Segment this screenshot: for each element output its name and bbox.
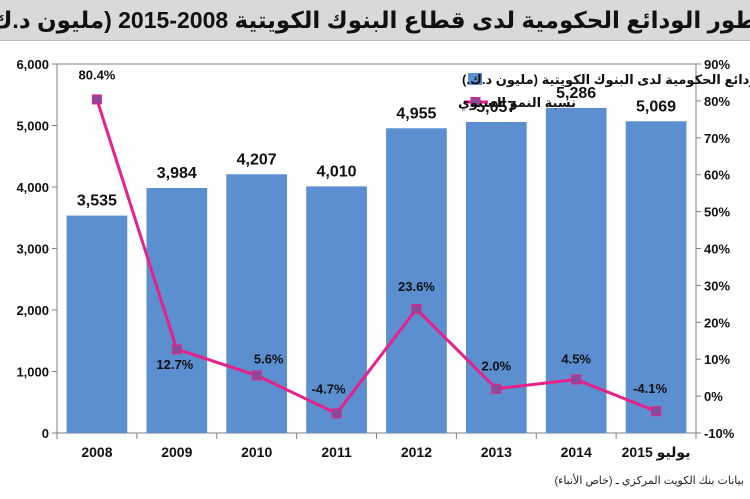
growth-marker	[91, 94, 102, 105]
right-axis-tick-label: 0%	[704, 389, 723, 404]
left-axis-tick-label: 4,000	[16, 180, 49, 195]
growth-value-label: 80.4%	[79, 67, 116, 82]
bar-value-label: 5,286	[556, 85, 596, 102]
growth-marker	[491, 383, 502, 394]
left-axis-tick-label: 0	[42, 426, 49, 441]
right-axis-tick-label: -10%	[704, 426, 735, 441]
growth-marker	[251, 370, 262, 381]
bar-value-label: 3,984	[157, 165, 197, 182]
growth-value-label: 23.6%	[398, 279, 435, 294]
bar-value-label: 4,955	[396, 105, 436, 122]
left-axis-tick-label: 5,000	[16, 119, 49, 134]
growth-marker	[571, 374, 582, 385]
growth-value-label: 12.7%	[156, 357, 193, 372]
bar	[625, 121, 687, 433]
chart-title: تطور الودائع الحكومية لدى قطاع البنوك ال…	[0, 6, 750, 33]
x-axis-label: 2013	[481, 444, 512, 460]
x-axis-label: 2008	[81, 444, 112, 460]
right-axis-tick-label: 10%	[704, 352, 730, 367]
left-axis-tick-label: 1,000	[16, 365, 49, 380]
growth-marker	[331, 408, 342, 419]
bar	[465, 121, 527, 433]
x-axis-label: 2012	[401, 444, 432, 460]
right-axis-tick-label: 90%	[704, 57, 730, 72]
bar	[226, 174, 288, 433]
left-axis-tick-label: 6,000	[16, 57, 49, 72]
right-axis-tick-label: 40%	[704, 242, 730, 257]
x-axis-label: 2014	[561, 444, 592, 460]
growth-value-label: -4.7%	[312, 381, 346, 396]
bar	[146, 187, 208, 433]
right-axis-tick-label: 80%	[704, 94, 730, 109]
legend-line-marker	[470, 97, 481, 107]
legend-line-label: نسبة النمو السنوي	[458, 95, 576, 110]
bar-value-label: 4,207	[237, 151, 277, 168]
right-axis-tick-label: 60%	[704, 168, 730, 183]
x-axis-label: 2011	[321, 444, 352, 460]
x-axis-label: 2009	[161, 444, 192, 460]
source-note: بيانات بنك الكويت المركزي ـ (خاص الأنباء…	[554, 475, 744, 487]
title-bar: تطور الودائع الحكومية لدى قطاع البنوك ال…	[0, 0, 750, 41]
bar-value-label: 4,010	[317, 163, 357, 180]
growth-value-label: 2.0%	[481, 359, 511, 374]
growth-line	[95, 98, 657, 415]
right-axis-tick-label: 50%	[704, 205, 730, 220]
growth-marker	[411, 304, 422, 315]
right-axis-tick-label: 20%	[704, 315, 730, 330]
left-axis-tick-label: 2,000	[16, 303, 49, 318]
bar	[386, 128, 447, 433]
growth-value-label: -4.1%	[633, 381, 667, 396]
left-axis-tick-label: 3,000	[16, 242, 49, 257]
bar	[306, 186, 367, 433]
growth-value-label: 5.6%	[254, 351, 284, 366]
x-axis-label: 2010	[241, 444, 272, 460]
bar-value-label: 5,069	[636, 98, 676, 115]
x-axis-label: يوليو 2015	[622, 444, 691, 461]
right-axis-tick-label: 30%	[704, 278, 730, 293]
growth-marker	[171, 344, 182, 355]
growth-marker	[651, 406, 662, 417]
right-axis-tick-label: 70%	[704, 131, 730, 146]
legend-bar-label: الودائع الحكومية لدى البنوك الكويتية (مل…	[462, 72, 750, 87]
growth-value-label: 4.5%	[561, 351, 591, 366]
chart: 0 1,000 2,000 3,000 4,000 5,000 6,000 -10% 0% 10%…	[16, 57, 750, 461]
bar	[66, 215, 128, 433]
bar-value-label: 3,535	[77, 193, 117, 210]
legend-bar-swatch	[468, 73, 482, 85]
